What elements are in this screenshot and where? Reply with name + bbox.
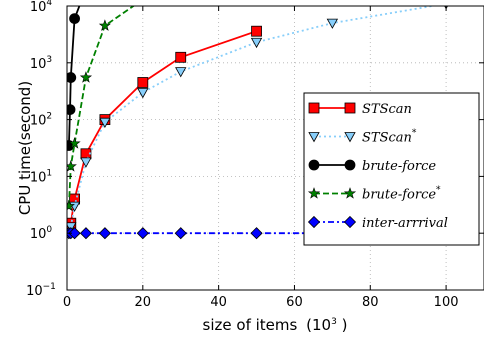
series-line xyxy=(69,6,438,227)
data-point xyxy=(175,67,187,78)
data-point xyxy=(99,117,111,129)
x-tick-label: 40 xyxy=(210,295,227,310)
plot-frame xyxy=(66,5,484,291)
data-point xyxy=(80,157,92,168)
y-tick-exp: 3 xyxy=(46,55,52,65)
y-tick-exp: 1 xyxy=(46,168,52,178)
y-tick-base: 10 xyxy=(26,284,43,299)
legend-label: STScan xyxy=(362,102,412,117)
data-point xyxy=(251,25,262,37)
data-point xyxy=(67,104,76,115)
data-point xyxy=(137,88,149,99)
y-tick-base: 10 xyxy=(30,170,47,185)
legend: STScanSTScan*brute-forcebrute-force*inte… xyxy=(303,92,480,246)
y-tick-label: 104 xyxy=(30,0,53,15)
x-axis-unit-close: ) xyxy=(337,316,348,334)
legend-series-sup: * xyxy=(436,186,441,196)
x-axis-unit-exp: 3 xyxy=(331,317,337,327)
y-tick-exp: 2 xyxy=(46,112,52,122)
legend-series-name: inter-arrrival xyxy=(362,216,448,231)
legend-label: brute-force xyxy=(362,159,436,174)
legend-marker xyxy=(308,102,320,114)
x-axis-label: size of items xyxy=(203,316,298,334)
data-point xyxy=(250,227,263,240)
data-point xyxy=(67,160,77,172)
legend-series-name: STScan xyxy=(362,131,412,146)
data-point xyxy=(250,37,263,49)
y-tick-exp: 0 xyxy=(46,225,52,235)
data-point xyxy=(68,227,81,240)
legend-marker xyxy=(344,102,356,114)
x-axis-unit-open: (10 xyxy=(306,316,331,334)
data-point xyxy=(137,77,149,88)
x-tick-label: 60 xyxy=(286,295,303,310)
x-tick-label: 80 xyxy=(362,295,379,310)
data-point xyxy=(79,227,93,240)
x-tick-label: 100 xyxy=(434,295,459,310)
x-tick-label: 20 xyxy=(135,295,152,310)
y-tick-exp: 4 xyxy=(46,0,52,8)
series-1 xyxy=(67,6,449,233)
series-2 xyxy=(67,6,81,151)
y-axis-title: CPU time(second) xyxy=(16,81,34,215)
y-tick-base: 10 xyxy=(30,114,47,129)
data-point xyxy=(326,18,339,29)
y-tick-exp: −1 xyxy=(43,282,56,292)
legend-marker xyxy=(344,132,356,143)
data-point xyxy=(67,72,77,83)
y-tick-label: 102 xyxy=(30,112,52,129)
data-point xyxy=(136,227,149,240)
y-tick-label: 101 xyxy=(30,168,52,185)
data-point xyxy=(79,71,93,83)
data-point xyxy=(67,199,75,212)
data-point xyxy=(138,0,148,4)
series-0 xyxy=(67,25,262,229)
legend-series-name: brute-force xyxy=(362,159,436,174)
data-point xyxy=(68,137,81,149)
data-point xyxy=(67,222,77,233)
legend-marker xyxy=(308,132,320,143)
data-point xyxy=(175,51,187,63)
y-tick-label: 100 xyxy=(30,225,53,242)
legend-label: brute-force* xyxy=(362,186,441,203)
y-tick-base: 10 xyxy=(30,0,47,15)
y-tick-label: 103 xyxy=(30,55,52,72)
legend-marker xyxy=(343,187,357,199)
legend-label: inter-arrrival xyxy=(362,216,448,231)
data-point xyxy=(69,13,80,25)
x-axis-title: size of items (103 ) xyxy=(203,316,348,334)
legend-marker xyxy=(308,159,320,171)
data-point xyxy=(174,227,187,240)
data-point xyxy=(98,227,111,240)
y-tick-base: 10 xyxy=(30,57,47,72)
legend-box xyxy=(303,92,480,246)
legend-marker xyxy=(344,159,356,171)
y-tick-base: 10 xyxy=(30,227,47,242)
data-point xyxy=(98,19,111,31)
legend-marker xyxy=(307,215,321,229)
series-line xyxy=(69,30,257,224)
x-tick-label: 0 xyxy=(63,295,71,310)
y-tick-label: 10−1 xyxy=(26,282,56,299)
legend-label: STScan* xyxy=(362,129,417,146)
legend-marker xyxy=(343,215,357,229)
legend-series-name: brute-force xyxy=(362,188,436,203)
legend-marker xyxy=(307,187,321,199)
legend-series-name: STScan xyxy=(362,102,412,117)
series-line xyxy=(68,6,136,207)
series-3 xyxy=(67,0,148,212)
legend-series-sup: * xyxy=(412,129,417,139)
